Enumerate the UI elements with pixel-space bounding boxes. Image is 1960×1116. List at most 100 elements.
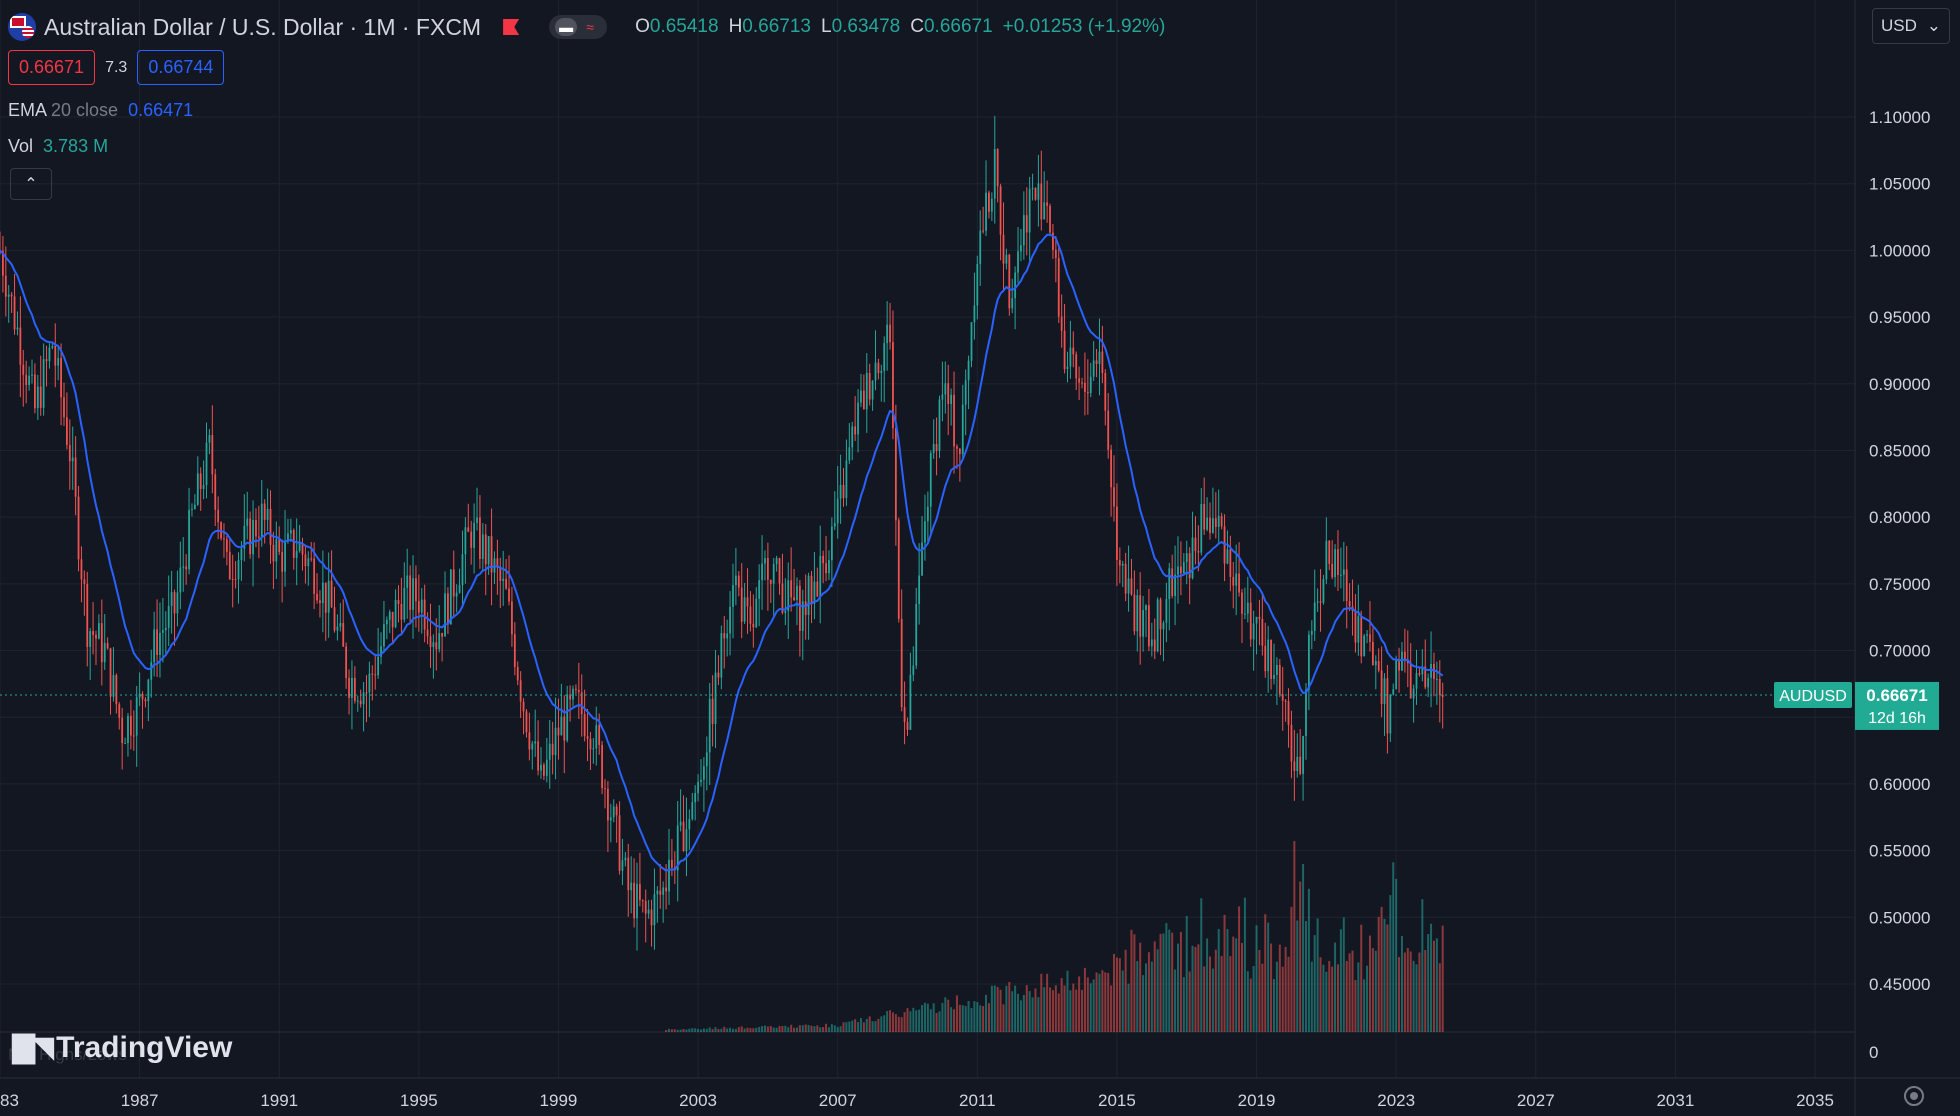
- candle-body: [990, 198, 993, 212]
- price-axis[interactable]: 0.450000.500000.550000.600000.650000.700…: [1869, 108, 1930, 1062]
- candle-body: [833, 523, 836, 527]
- symbol-title[interactable]: Australian Dollar / U.S. Dollar · 1M · F…: [44, 13, 482, 40]
- candle-body: [1252, 623, 1255, 640]
- candle-body: [263, 503, 266, 520]
- candle-body: [903, 707, 906, 723]
- volume-bar: [761, 1026, 764, 1032]
- volume-bar: [1101, 970, 1104, 1032]
- price-tick-label: 0.75000: [1869, 575, 1930, 594]
- candle-body: [1101, 351, 1104, 373]
- volume-bar: [1171, 932, 1174, 1032]
- candle-body: [54, 346, 57, 366]
- buy-price-button[interactable]: 0.66744: [137, 50, 225, 85]
- volume-bar: [935, 1013, 938, 1032]
- candle-body: [807, 575, 810, 616]
- candle-body: [723, 633, 726, 639]
- candle-body: [371, 673, 374, 675]
- candle-body: [1011, 298, 1014, 309]
- candle-body: [569, 694, 571, 700]
- volume-legend[interactable]: Vol 3.783 M: [8, 136, 109, 156]
- volume-bar: [877, 1018, 880, 1032]
- collapse-legend-button[interactable]: ⌃: [10, 168, 52, 200]
- volume-bar: [1223, 914, 1226, 1032]
- volume-bar: [1334, 942, 1337, 1032]
- volume-bar: [871, 1021, 874, 1032]
- volume-bar: [1086, 977, 1089, 1032]
- time-tick-label: 2011: [959, 1091, 996, 1110]
- tradingview-logo[interactable]: ▇◥ TradingView: [12, 1030, 232, 1065]
- candle-body: [1249, 602, 1252, 640]
- currency-select[interactable]: USD ⌄: [1872, 8, 1950, 44]
- candle-body: [42, 359, 45, 408]
- candle-body: [77, 496, 80, 560]
- ema-legend[interactable]: EMA 20 close 0.66471: [8, 100, 194, 120]
- candle-body: [583, 714, 586, 737]
- volume-bar: [1031, 997, 1034, 1032]
- candle-body: [1383, 678, 1386, 704]
- candle-body: [857, 402, 859, 435]
- volume-bar: [1121, 970, 1124, 1032]
- volume-bar: [883, 1015, 886, 1032]
- volume-bar: [1017, 993, 1020, 1032]
- volume-bar: [1252, 965, 1255, 1032]
- candle-body: [630, 882, 633, 891]
- volume-bar: [1110, 985, 1113, 1032]
- volume-bar: [1398, 957, 1401, 1032]
- candle-body: [1360, 616, 1363, 657]
- volume-bar: [1366, 965, 1369, 1032]
- candlestick-series[interactable]: [0, 116, 1444, 951]
- candle-body: [278, 539, 281, 553]
- volume-bar: [1238, 906, 1241, 1032]
- volume-bar: [1060, 978, 1063, 1032]
- candle-body: [1220, 515, 1223, 527]
- volume-bar: [964, 1005, 967, 1032]
- indicator-toggle[interactable]: ▬ ≈: [549, 15, 608, 39]
- candle-body: [406, 575, 409, 588]
- candle-body: [1345, 569, 1348, 602]
- volume-bar: [833, 1025, 836, 1032]
- candle-body: [679, 821, 682, 826]
- candle-body: [135, 697, 138, 736]
- candle-body: [624, 857, 627, 861]
- candle-body: [25, 374, 28, 385]
- sell-price-button[interactable]: 0.66671: [8, 50, 96, 85]
- candle-body: [176, 592, 179, 614]
- price-tick-label: 0.55000: [1869, 842, 1930, 861]
- volume-bar: [807, 1025, 810, 1032]
- settings-icon[interactable]: [1904, 1086, 1924, 1106]
- candle-body: [1075, 354, 1078, 379]
- volume-bar: [1214, 949, 1217, 1032]
- volume-bar: [1383, 918, 1386, 1032]
- time-axis[interactable]: 1983 1987 1991 1995 1999 2003 2007 2011 2015 2019…: [0, 1091, 1834, 1110]
- candle-body: [758, 580, 761, 599]
- candle-body: [627, 857, 630, 891]
- candle-body: [284, 540, 286, 572]
- candle-body: [778, 558, 781, 584]
- volume-bar: [793, 1027, 796, 1032]
- candle-body: [234, 579, 237, 581]
- price-tick-label: 1.00000: [1869, 241, 1930, 260]
- wave-icon[interactable]: ≈: [586, 19, 594, 35]
- volume-bar: [880, 1016, 883, 1032]
- candle-body: [1005, 254, 1008, 264]
- volume-bar: [1232, 936, 1235, 1032]
- candle-body: [676, 825, 679, 871]
- candle-body: [1031, 187, 1034, 189]
- candle-body: [479, 517, 481, 559]
- time-tick-label: 1995: [400, 1091, 438, 1110]
- flag-marker-icon[interactable]: [503, 19, 520, 35]
- candle-body: [1441, 694, 1444, 697]
- candle-body: [1203, 503, 1206, 530]
- minus-icon[interactable]: ▬: [555, 18, 578, 36]
- candle-body: [932, 444, 935, 454]
- candle-body: [563, 716, 566, 741]
- candle-body: [484, 534, 487, 565]
- volume-bar: [1287, 956, 1290, 1032]
- candle-body: [705, 752, 708, 767]
- volume-bar: [859, 1018, 862, 1032]
- candle-body: [1302, 736, 1304, 774]
- volume-bar: [1150, 961, 1153, 1032]
- volume-bar: [682, 1029, 685, 1032]
- candle-body: [4, 275, 7, 297]
